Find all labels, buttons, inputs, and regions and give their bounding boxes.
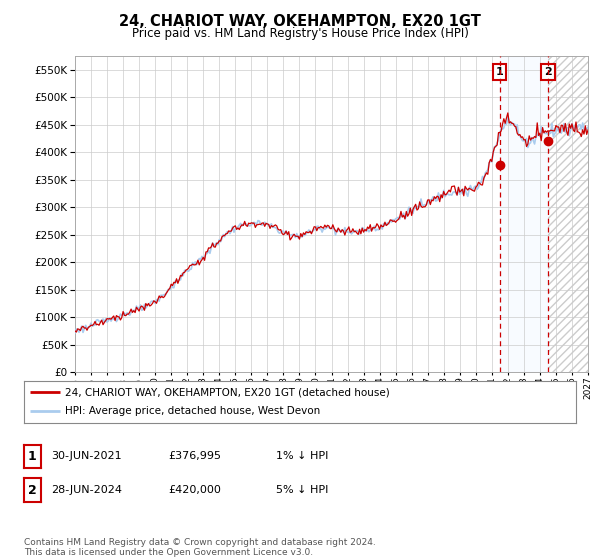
Text: Contains HM Land Registry data © Crown copyright and database right 2024.
This d: Contains HM Land Registry data © Crown c… [24,538,376,557]
Text: 24, CHARIOT WAY, OKEHAMPTON, EX20 1GT (detached house): 24, CHARIOT WAY, OKEHAMPTON, EX20 1GT (d… [65,387,390,397]
Text: 2: 2 [544,67,552,77]
Text: Price paid vs. HM Land Registry's House Price Index (HPI): Price paid vs. HM Land Registry's House … [131,27,469,40]
Bar [548,56,588,372]
Text: 1: 1 [496,67,504,77]
Text: 1: 1 [28,450,37,463]
Text: 2: 2 [28,483,37,497]
Text: 24, CHARIOT WAY, OKEHAMPTON, EX20 1GT: 24, CHARIOT WAY, OKEHAMPTON, EX20 1GT [119,14,481,29]
Text: 5% ↓ HPI: 5% ↓ HPI [276,485,328,495]
Text: 1% ↓ HPI: 1% ↓ HPI [276,451,328,461]
Text: 30-JUN-2021: 30-JUN-2021 [51,451,122,461]
Text: 28-JUN-2024: 28-JUN-2024 [51,485,122,495]
Bar [500,56,548,372]
Text: £420,000: £420,000 [168,485,221,495]
Bar [548,56,588,372]
Text: HPI: Average price, detached house, West Devon: HPI: Average price, detached house, West… [65,407,320,417]
Text: £376,995: £376,995 [168,451,221,461]
